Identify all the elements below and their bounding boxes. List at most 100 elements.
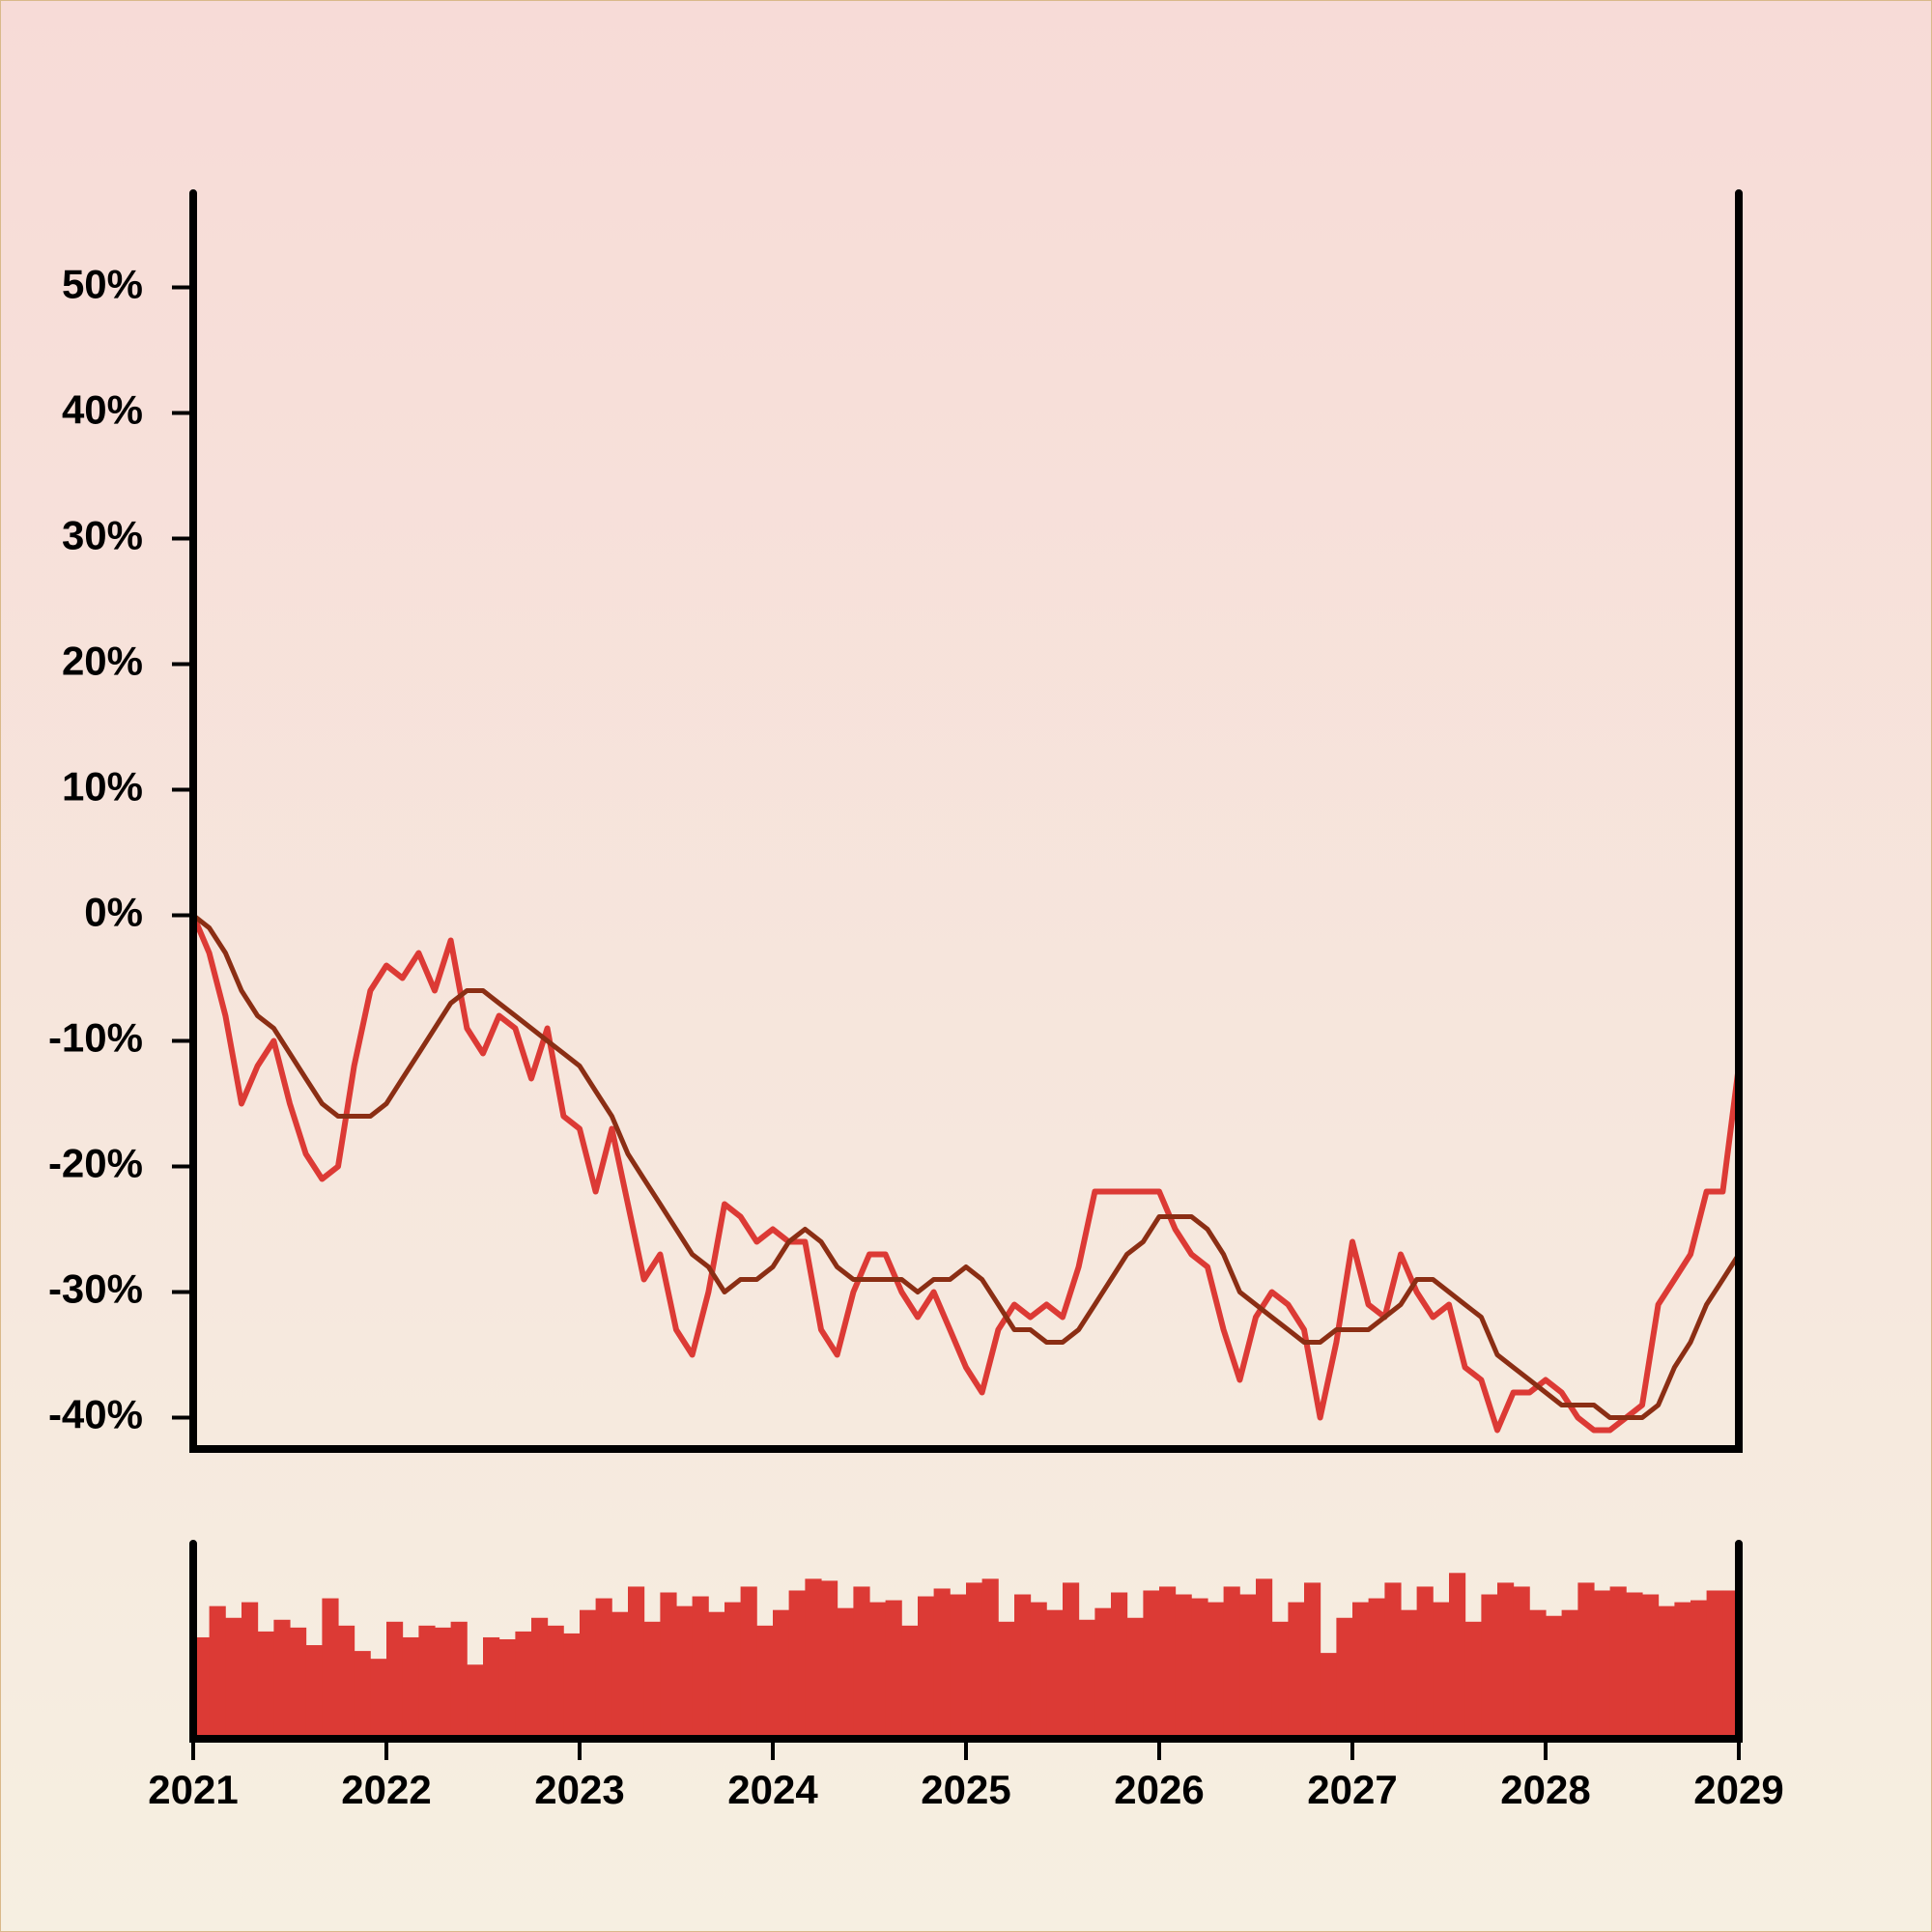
volume-bar (1609, 1586, 1627, 1739)
plot-area (190, 913, 1742, 1739)
x-tick-label: 2027 (1307, 1767, 1397, 1812)
x-tick-label: 2028 (1500, 1767, 1590, 1812)
volume-bar (338, 1625, 355, 1739)
volume-bar (1352, 1602, 1370, 1739)
x-tick-label: 2029 (1693, 1767, 1783, 1812)
y-tick-label: 40% (62, 387, 143, 433)
y-tick-label: 10% (62, 764, 143, 810)
volume-bar (1706, 1590, 1723, 1739)
y-tick-label: -10% (48, 1015, 143, 1061)
volume-bar (531, 1617, 549, 1739)
volume-bar (1159, 1586, 1177, 1739)
volume-bar (933, 1588, 951, 1739)
volume-bar (467, 1664, 484, 1739)
volume-bar (1256, 1578, 1273, 1739)
volume-bar (1513, 1586, 1530, 1739)
x-tick-label: 2023 (534, 1767, 624, 1812)
volume-bar (1449, 1573, 1466, 1739)
volume-bar (418, 1625, 436, 1739)
volume-bar (290, 1627, 307, 1739)
volume-bar (547, 1625, 564, 1739)
volume-bar (1304, 1582, 1321, 1739)
volume-bar (498, 1638, 516, 1739)
volume-bar (1384, 1582, 1402, 1739)
volume-bar (386, 1621, 404, 1739)
volume-bar (515, 1631, 532, 1739)
x-tick-label: 2021 (148, 1767, 238, 1812)
volume-bar (837, 1607, 854, 1739)
volume-bar (1191, 1598, 1208, 1739)
volume-bar (225, 1617, 242, 1739)
volume-bar (322, 1598, 339, 1739)
volume-bar (402, 1636, 419, 1739)
line-series (190, 914, 1742, 1434)
y-tick-label: 0% (84, 890, 143, 935)
volume-bar (1271, 1621, 1289, 1739)
volume-bar (1078, 1619, 1095, 1739)
volume-bar (1111, 1592, 1128, 1739)
y-tick-label: 50% (62, 262, 143, 307)
volume-bar (1497, 1582, 1515, 1739)
volume-bar (1674, 1602, 1691, 1739)
volume-bar (1658, 1605, 1675, 1739)
line-series (191, 913, 1742, 1420)
volume-bar (1401, 1609, 1418, 1739)
volume-bar (1481, 1594, 1498, 1739)
y-tick-label: -40% (48, 1392, 143, 1437)
volume-bar (1094, 1607, 1112, 1739)
volume-bar (918, 1596, 935, 1739)
x-tick-label: 2026 (1114, 1767, 1204, 1812)
volume-bar (1626, 1592, 1643, 1739)
volume-bar (1577, 1582, 1595, 1739)
volume-bar (1546, 1615, 1563, 1739)
volume-bar (1690, 1600, 1708, 1739)
volume-bar (708, 1611, 725, 1739)
volume-bar (257, 1631, 274, 1739)
volume-bar (1433, 1602, 1450, 1739)
volume-bar (273, 1619, 291, 1739)
volume-bar (193, 1636, 211, 1739)
volume-bar (1594, 1590, 1611, 1739)
volume-bar (1223, 1586, 1240, 1739)
volume-bar (209, 1605, 226, 1739)
volume-bar (628, 1586, 645, 1739)
volume-bar (805, 1578, 822, 1739)
volume-bar (901, 1625, 919, 1739)
volume-bar (435, 1627, 452, 1739)
volume-bar (1143, 1590, 1160, 1739)
volume-bar (242, 1602, 259, 1739)
volume-bar (869, 1602, 887, 1739)
volume-bar (885, 1600, 902, 1739)
volume-bar (821, 1580, 838, 1739)
volume-bar (1288, 1602, 1305, 1739)
volume-bar (981, 1578, 999, 1739)
volume-bar (966, 1582, 983, 1739)
y-tick-label: 20% (62, 639, 143, 684)
volume-bar (611, 1611, 629, 1739)
volume-bar (1320, 1653, 1337, 1739)
volume-bar (1046, 1609, 1064, 1739)
volume-bar (1464, 1621, 1482, 1739)
volume-bar (483, 1636, 500, 1739)
volume-bar (692, 1596, 709, 1739)
volume-bar (773, 1609, 790, 1739)
volume-bar (676, 1605, 694, 1739)
volume-bar (1175, 1594, 1192, 1739)
y-tick-label: 30% (62, 513, 143, 558)
volume-bar (643, 1621, 661, 1739)
volume-bar (853, 1586, 870, 1739)
volume-bar (1239, 1594, 1257, 1739)
x-tick-label: 2024 (727, 1767, 818, 1812)
volume-bar (1416, 1586, 1434, 1739)
volume-bar (354, 1651, 371, 1739)
volume-bar (1561, 1609, 1578, 1739)
volume-bar (305, 1645, 323, 1739)
volume-bar (1336, 1617, 1353, 1739)
y-tick-label: -30% (48, 1266, 143, 1312)
price-axes (189, 189, 1743, 1453)
volume-bar (1529, 1609, 1547, 1739)
volume-bar (1063, 1582, 1080, 1739)
volume-bar (756, 1625, 774, 1739)
volume-bar (1208, 1602, 1225, 1739)
